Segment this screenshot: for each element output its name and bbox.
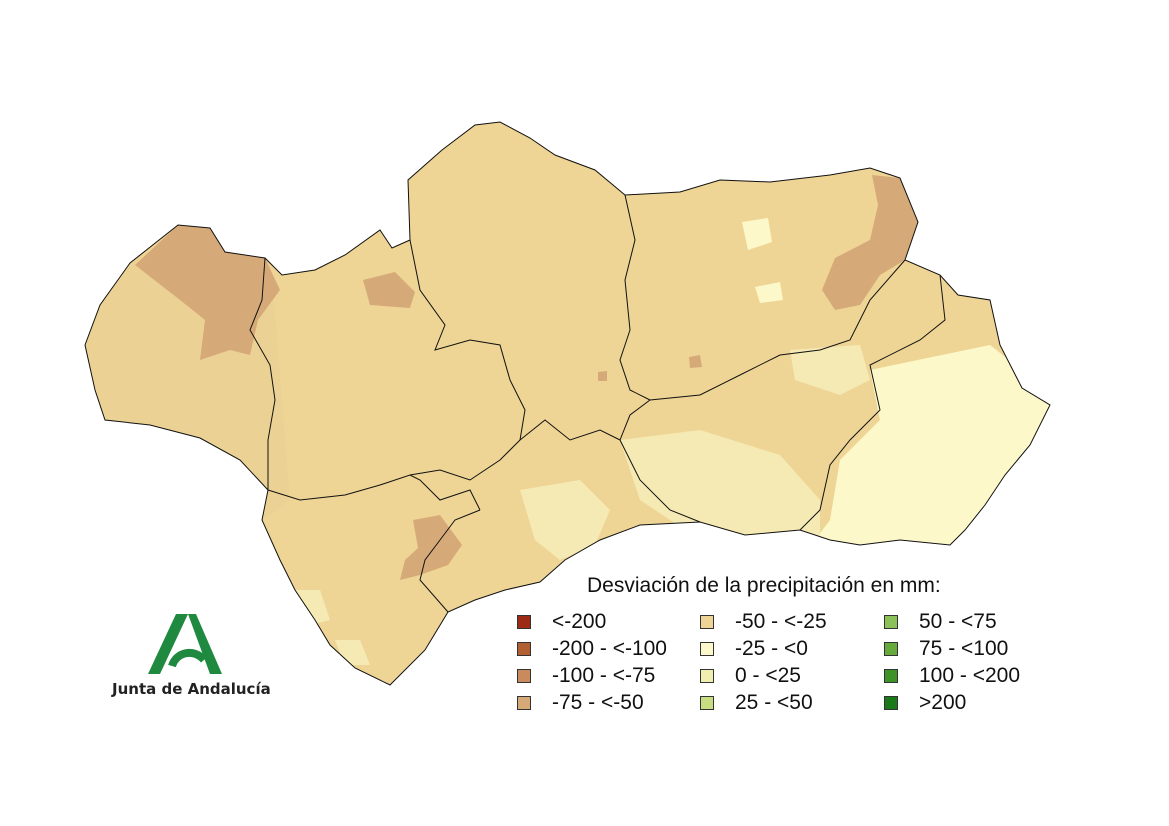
legend-label: -200 - <-100	[552, 636, 667, 660]
legend-column-1: <-200 -200 - <-100 -100 - <-75 -75 - <-5…	[517, 608, 667, 716]
legend-item: -25 - <0	[700, 635, 827, 662]
legend-item: -100 - <-75	[517, 662, 667, 689]
zone-southeast-light	[620, 430, 820, 540]
legend-item: -75 - <-50	[517, 689, 667, 716]
legend-label: 100 - <200	[919, 663, 1021, 687]
region-base	[85, 122, 1050, 685]
legend-swatch	[517, 695, 531, 710]
legend-swatch	[517, 668, 531, 683]
boundary-jaen-granada	[649, 259, 906, 401]
legend-item: -50 - <-25	[700, 608, 827, 635]
junta-andalucia-logo-icon	[148, 614, 222, 674]
legend-swatch	[700, 668, 714, 683]
boundary-cordoba-jaen	[619, 194, 651, 401]
zone-huelva-dry	[135, 225, 280, 360]
legend-item: >200	[884, 689, 1020, 716]
legend-label: 25 - <50	[735, 690, 813, 714]
legend-swatch	[884, 641, 898, 656]
legend-item: <-200	[517, 608, 667, 635]
legend-label: 0 - <25	[735, 663, 801, 687]
legend-label: <-200	[552, 609, 607, 633]
zone-jaen-dry	[822, 175, 918, 310]
logo-text: Junta de Andalucía	[112, 680, 271, 698]
legend-label: -75 - <-50	[552, 690, 644, 714]
logo-curve	[168, 648, 208, 668]
zone-jaen-east-light	[790, 345, 870, 395]
legend-swatch	[884, 695, 898, 710]
legend-label: >200	[919, 690, 967, 714]
logo-right-stroke	[188, 614, 222, 674]
boundary-granada-malaga	[619, 439, 701, 523]
boundary-cordoba-granada	[619, 399, 651, 441]
legend-swatch	[517, 641, 531, 656]
boundary-cordoba-malaga	[519, 419, 621, 441]
zone-cadiz-south-light	[292, 590, 330, 625]
zone-cordoba-small-dry	[598, 371, 607, 381]
legend-item: -200 - <-100	[517, 635, 667, 662]
boundary-sevilla-cordoba	[409, 239, 526, 481]
legend-label: 50 - <75	[919, 609, 997, 633]
legend-swatch	[700, 614, 714, 629]
zone-jaen-spot2-light	[755, 282, 783, 303]
legend-label: 75 - <100	[919, 636, 1009, 660]
legend-swatch	[517, 614, 531, 629]
zone-jaen-small-dry	[689, 355, 702, 368]
legend-item: 100 - <200	[884, 662, 1020, 689]
logo-left-stroke	[148, 614, 188, 674]
legend-swatch	[700, 641, 714, 656]
boundary-sevilla-cadiz	[267, 474, 481, 511]
boundary-cadiz-malaga	[419, 509, 481, 613]
boundary-granada-almeria	[799, 274, 946, 531]
legend-swatch	[700, 695, 714, 710]
legend-item: 25 - <50	[700, 689, 827, 716]
legend-label: -25 - <0	[735, 636, 808, 660]
legend-title: Desviación de la precipitación en mm:	[587, 574, 941, 597]
legend-swatch	[884, 668, 898, 683]
junta-andalucia-logo: Junta de Andalucía	[112, 612, 271, 702]
legend-label: -50 - <-25	[735, 609, 827, 633]
legend-label: -100 - <-75	[552, 663, 656, 687]
legend-item: 75 - <100	[884, 635, 1020, 662]
zone-jaen-spot-light	[742, 218, 772, 250]
andalusia-outline	[84, 121, 1051, 686]
zone-malaga-light	[520, 480, 610, 560]
legend-column-3: 50 - <75 75 - <100 100 - <200 >200	[884, 608, 1020, 716]
legend-item: 50 - <75	[884, 608, 1020, 635]
legend-column-2: -50 - <-25 -25 - <0 0 - <25 25 - <50	[700, 608, 827, 716]
boundary-huelva-sevilla	[249, 257, 276, 490]
province-boundaries	[84, 121, 1051, 686]
zone-cordoba-dry	[363, 272, 415, 308]
legend-item: 0 - <25	[700, 662, 827, 689]
legend-swatch	[884, 614, 898, 629]
